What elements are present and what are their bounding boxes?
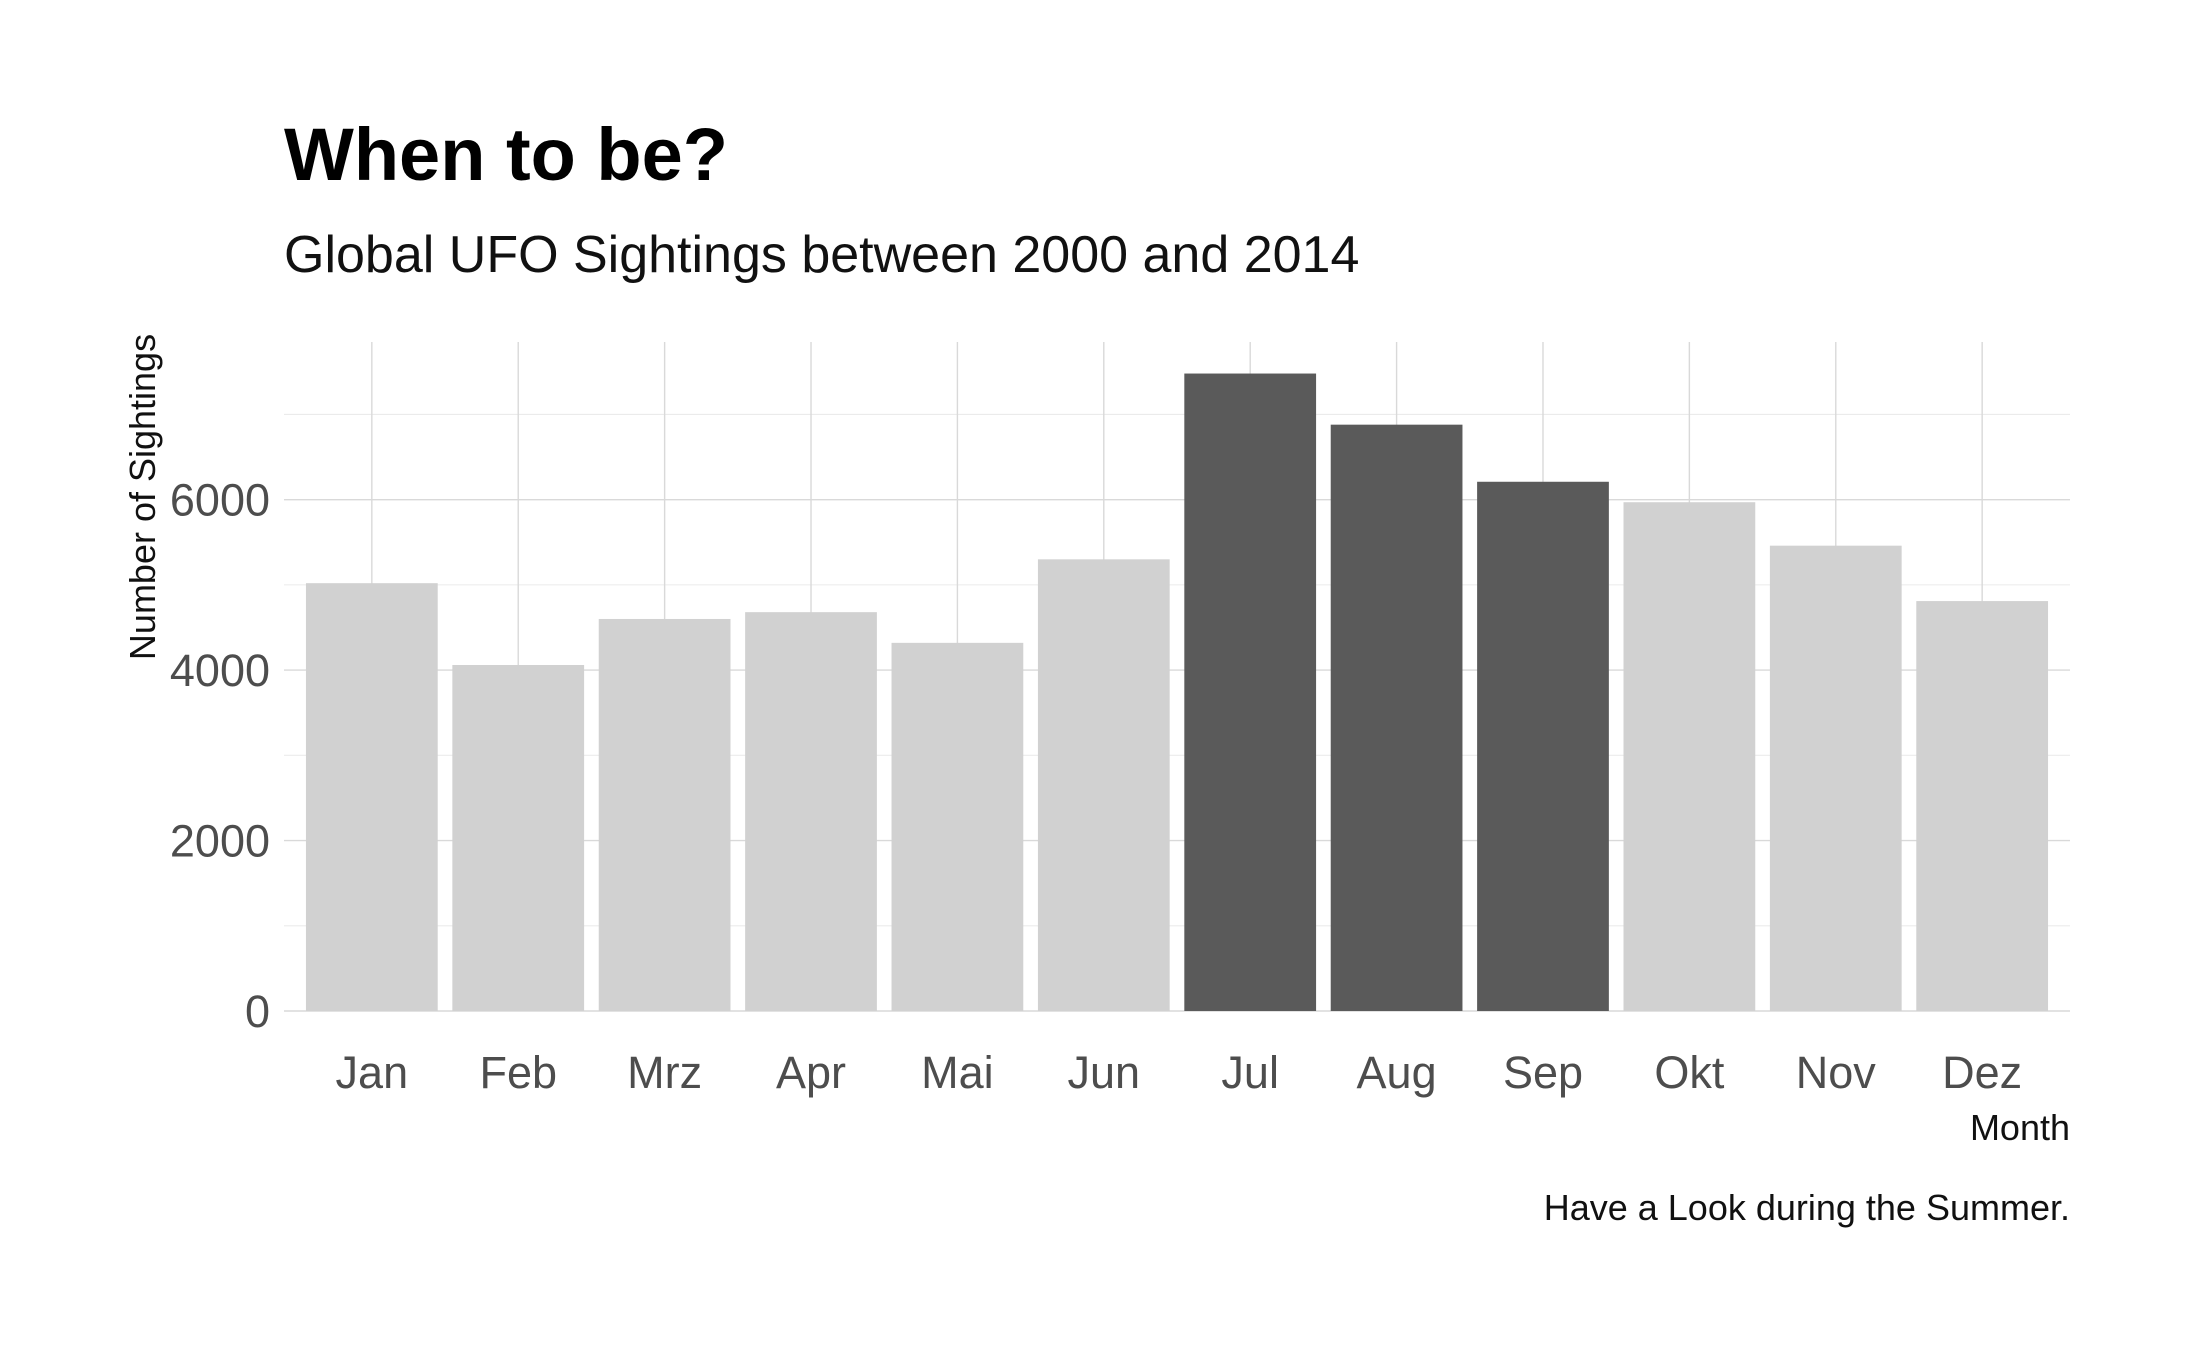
y-axis-title: Number of Sightings bbox=[122, 334, 163, 660]
y-axis-ticks: 0 2000 4000 6000 bbox=[170, 475, 270, 1037]
y-tick-label: 6000 bbox=[170, 475, 270, 526]
y-tick-label: 4000 bbox=[170, 645, 270, 696]
bar-jul bbox=[1184, 373, 1317, 1011]
bar-mai bbox=[891, 642, 1024, 1011]
x-tick-label: Nov bbox=[1796, 1047, 1877, 1098]
x-tick-label: Aug bbox=[1357, 1047, 1437, 1098]
x-tick-label: Jun bbox=[1068, 1047, 1141, 1098]
bar-sep bbox=[1477, 481, 1609, 1011]
bar-jan bbox=[305, 583, 438, 1011]
chart-caption: Have a Look during the Summer. bbox=[1544, 1187, 2070, 1228]
bar-nov bbox=[1769, 545, 1902, 1011]
x-tick-label: Mrz bbox=[627, 1047, 702, 1098]
bar-okt bbox=[1623, 502, 1756, 1011]
bar-mrz bbox=[598, 618, 731, 1011]
bar-jun bbox=[1037, 559, 1170, 1011]
chart-title: When to be? bbox=[284, 113, 728, 196]
x-axis-title: Month bbox=[1970, 1107, 2070, 1148]
x-tick-label: Dez bbox=[1942, 1047, 2022, 1098]
bars bbox=[305, 373, 2049, 1011]
y-tick-label: 0 bbox=[245, 986, 270, 1037]
x-tick-label: Jul bbox=[1221, 1047, 1279, 1098]
x-tick-label: Apr bbox=[776, 1047, 846, 1098]
x-axis-ticks: Jan Feb Mrz Apr Mai Jun Jul Aug Sep Okt Nov Dez bbox=[336, 1047, 2023, 1098]
x-tick-label: Jan bbox=[336, 1047, 409, 1098]
x-tick-label: Mai bbox=[921, 1047, 994, 1098]
chart-subtitle: Global UFO Sightings between 2000 and 20… bbox=[284, 226, 1359, 284]
x-tick-label: Okt bbox=[1654, 1047, 1725, 1098]
x-tick-label: Feb bbox=[479, 1047, 557, 1098]
bar-aug bbox=[1330, 424, 1463, 1011]
bar-dez bbox=[1916, 601, 2049, 1011]
bar-feb bbox=[452, 664, 585, 1011]
x-tick-label: Sep bbox=[1503, 1047, 1583, 1098]
bar-apr bbox=[745, 612, 877, 1011]
y-tick-label: 2000 bbox=[170, 816, 270, 867]
